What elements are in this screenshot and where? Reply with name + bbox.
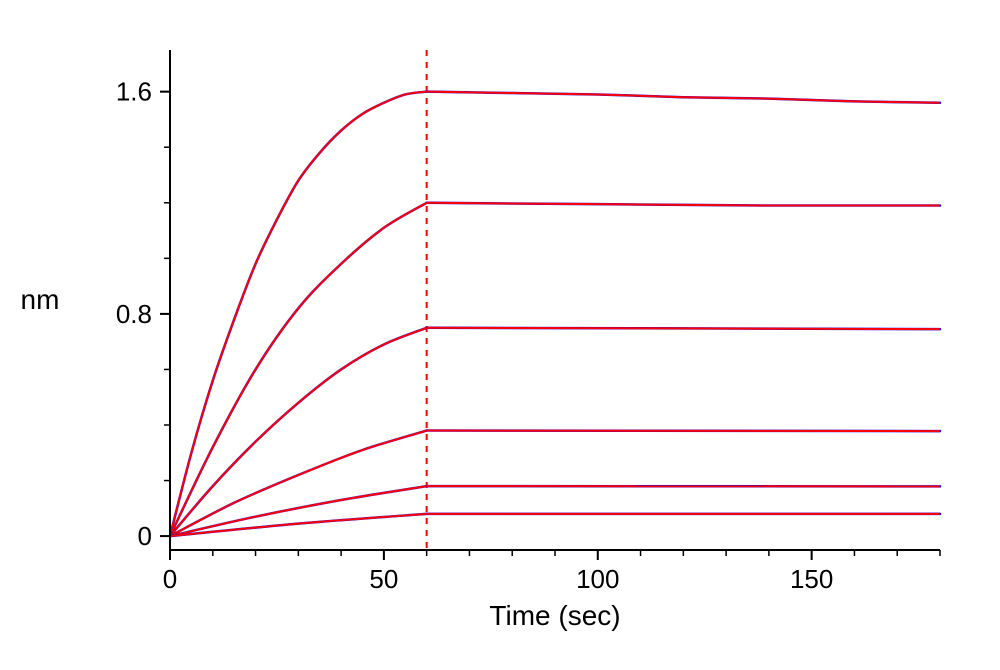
svg-text:0.8: 0.8 (116, 299, 152, 329)
svg-text:0: 0 (163, 564, 177, 594)
svg-text:150: 150 (790, 564, 833, 594)
sensorgram-chart: ACRO 00.81.6050100150nmTime (sec) (0, 0, 1000, 670)
svg-text:0: 0 (138, 521, 152, 551)
svg-text:50: 50 (369, 564, 398, 594)
svg-text:1.6: 1.6 (116, 77, 152, 107)
svg-text:nm: nm (21, 284, 60, 315)
chart-svg: 0 0.8 1.6 0 50 100 150 nm Time (sec) (0, 0, 1000, 670)
svg-text:100: 100 (576, 564, 619, 594)
svg-text:Time (sec): Time (sec) (489, 600, 620, 631)
